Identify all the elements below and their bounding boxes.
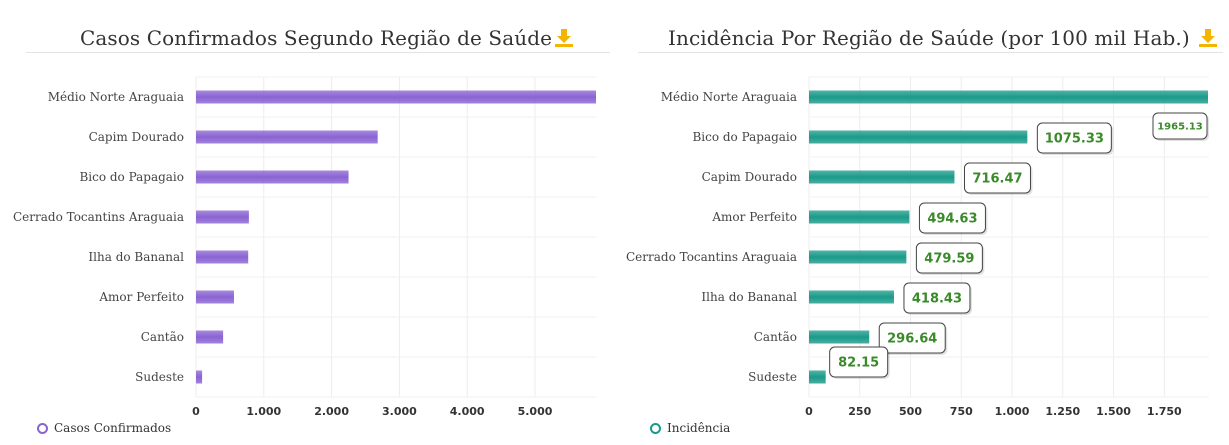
- incidence-chart-title-row: Incidência Por Região de Saúde (por 100 …: [668, 26, 1218, 52]
- cases-chart-title-row: Casos Confirmados Segundo Região de Saúd…: [80, 26, 574, 52]
- category-label: Capim Dourado: [89, 130, 184, 144]
- bar[interactable]: [809, 330, 870, 344]
- bar[interactable]: [196, 90, 596, 104]
- category-label: Médio Norte Araguaia: [48, 90, 184, 104]
- category-label: Cerrado Tocantins Araguaia: [13, 210, 184, 224]
- cases-bar-chart: 0 1.000 2.000 3.000 4.000 5.000 Médio Norte Ar…: [13, 76, 596, 418]
- cases-legend[interactable]: Casos Confirmados: [37, 421, 171, 435]
- incidence-legend[interactable]: Incidência: [650, 421, 730, 435]
- category-label: Ilha do Bananal: [88, 250, 184, 264]
- cases-chart-title: Casos Confirmados Segundo Região de Saúd…: [80, 26, 553, 50]
- data-label: 296.64: [878, 322, 948, 355]
- data-label: 82.15: [829, 346, 890, 379]
- x-tick-label: 500: [899, 405, 922, 418]
- cases-chart-panel: Casos Confirmados Segundo Região de Saúd…: [0, 0, 612, 445]
- download-icon[interactable]: [1198, 27, 1218, 52]
- bar[interactable]: [809, 210, 910, 224]
- incidence-chart-title-rule: [638, 52, 1223, 53]
- bar[interactable]: [196, 130, 378, 144]
- data-label: 494.63: [918, 202, 988, 235]
- cases-legend-label: Casos Confirmados: [54, 421, 172, 435]
- category-label: Amor Perfeito: [98, 290, 184, 304]
- x-tick-label: 1.500: [1096, 405, 1131, 418]
- x-tick-label: 1.000: [995, 405, 1030, 418]
- data-label-text: 418.43: [912, 292, 962, 307]
- data-label: 1965.13: [1152, 112, 1209, 141]
- category-label: Cantão: [141, 330, 184, 344]
- x-tick-label: 5.000: [518, 405, 553, 418]
- bar[interactable]: [809, 290, 894, 304]
- category-label: Bico do Papagaio: [692, 130, 797, 144]
- data-label: 716.47: [963, 162, 1033, 195]
- bar[interactable]: [196, 250, 249, 264]
- download-icon[interactable]: [554, 27, 574, 52]
- x-tick-label: 0: [192, 405, 200, 418]
- bar[interactable]: [196, 370, 203, 384]
- data-label-text: 1965.13: [1157, 122, 1203, 133]
- legend-marker-icon: [650, 422, 661, 434]
- data-label-text: 82.15: [838, 356, 879, 371]
- bar[interactable]: [196, 330, 224, 344]
- category-label: Ilha do Bananal: [701, 290, 797, 304]
- category-label: Amor Perfeito: [711, 210, 797, 224]
- incidence-chart-panel: Incidência Por Região de Saúde (por 100 …: [612, 0, 1229, 445]
- incidence-bar-chart: 0 250 500 750 1.000 1.250 1.500 1.750 Médio Nort…: [626, 76, 1209, 418]
- data-label-text: 1075.33: [1045, 132, 1104, 147]
- data-label-text: 296.64: [887, 332, 937, 347]
- bar[interactable]: [196, 170, 349, 184]
- incidence-legend-label: Incidência: [667, 421, 731, 435]
- bar[interactable]: [196, 290, 234, 304]
- x-tick-label: 3.000: [382, 405, 417, 418]
- bar[interactable]: [809, 170, 955, 184]
- category-label: Capim Dourado: [702, 170, 797, 184]
- category-label: Médio Norte Araguaia: [661, 90, 797, 104]
- x-tick-label: 1.750: [1147, 405, 1182, 418]
- incidence-chart-title: Incidência Por Região de Saúde (por 100 …: [668, 26, 1190, 50]
- data-label: 479.59: [915, 242, 985, 275]
- bar[interactable]: [809, 130, 1028, 144]
- category-label: Bico do Papagaio: [79, 170, 184, 184]
- category-label: Cerrado Tocantins Araguaia: [626, 250, 797, 264]
- cases-chart-title-rule: [26, 52, 610, 53]
- data-label-text: 716.47: [972, 172, 1022, 187]
- x-tick-label: 2.000: [314, 405, 349, 418]
- category-label: Sudeste: [135, 370, 184, 384]
- x-tick-label: 1.250: [1045, 405, 1080, 418]
- data-label: 418.43: [903, 282, 972, 315]
- x-tick-label: 1.000: [246, 405, 281, 418]
- legend-marker-icon: [37, 422, 48, 434]
- data-label-text: 479.59: [924, 252, 974, 267]
- category-label: Cantão: [754, 330, 797, 344]
- bar[interactable]: [196, 210, 249, 224]
- bar[interactable]: [809, 90, 1209, 104]
- data-label-text: 494.63: [927, 212, 977, 227]
- x-tick-label: 250: [848, 405, 871, 418]
- x-tick-label: 750: [950, 405, 973, 418]
- x-tick-label: 0: [805, 405, 813, 418]
- data-label: 1075.33: [1036, 122, 1114, 155]
- x-tick-label: 4.000: [450, 405, 485, 418]
- bar[interactable]: [809, 250, 907, 264]
- category-label: Sudeste: [748, 370, 797, 384]
- bar[interactable]: [809, 370, 826, 384]
